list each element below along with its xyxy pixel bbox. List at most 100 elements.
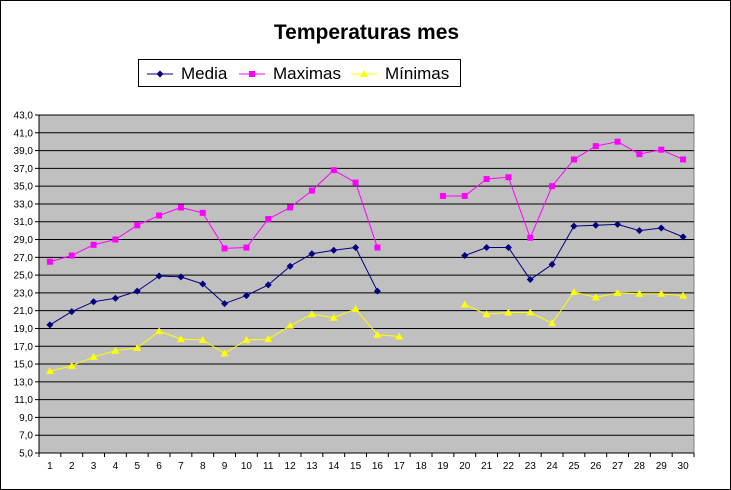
data-point-media bbox=[286, 262, 294, 270]
data-point-media bbox=[111, 294, 119, 302]
data-point-maximas bbox=[112, 236, 119, 243]
x-tick-label: 14 bbox=[328, 461, 340, 472]
data-point-minimas bbox=[242, 336, 251, 344]
series-line-maximas bbox=[246, 218, 269, 248]
series-line-minimas bbox=[551, 291, 575, 324]
series-line-minimas bbox=[377, 334, 400, 337]
series-line-maximas bbox=[617, 141, 640, 155]
x-tick-label: 24 bbox=[547, 461, 559, 472]
series-line-media bbox=[267, 265, 291, 286]
series-line-maximas bbox=[311, 169, 335, 191]
x-tick-label: 10 bbox=[241, 461, 253, 472]
data-point-minimas bbox=[155, 327, 164, 335]
series-line-maximas bbox=[551, 159, 575, 187]
data-point-minimas bbox=[395, 332, 404, 340]
series-line-maximas bbox=[661, 149, 684, 160]
x-tick-label: 16 bbox=[372, 461, 384, 472]
data-point-maximas bbox=[134, 222, 141, 229]
y-tick-label: 25,0 bbox=[14, 271, 34, 282]
series-line-media bbox=[551, 225, 575, 265]
legend-marker-minimas bbox=[351, 70, 377, 77]
series-line-maximas bbox=[180, 207, 203, 214]
data-point-maximas bbox=[483, 176, 490, 183]
y-tick-label: 37,0 bbox=[14, 164, 34, 175]
x-tick-label: 12 bbox=[285, 461, 297, 472]
x-tick-label: 8 bbox=[200, 461, 206, 472]
data-point-media bbox=[504, 244, 512, 252]
x-tick-label: 21 bbox=[481, 461, 493, 472]
series-line-maximas bbox=[529, 185, 553, 238]
y-tick-label: 19,0 bbox=[14, 324, 34, 335]
data-point-media bbox=[614, 220, 622, 228]
y-tick-label: 17,0 bbox=[14, 342, 34, 353]
x-tick-label: 13 bbox=[306, 461, 318, 472]
data-point-media bbox=[679, 233, 687, 241]
y-tick-label: 13,0 bbox=[14, 377, 34, 388]
data-point-media bbox=[68, 308, 76, 316]
series-line-media bbox=[639, 227, 662, 232]
y-tick-label: 7,0 bbox=[19, 431, 33, 442]
series-line-minimas bbox=[486, 311, 509, 315]
data-point-minimas bbox=[482, 310, 491, 318]
y-tick-label: 27,0 bbox=[14, 253, 34, 264]
data-point-media bbox=[308, 250, 316, 258]
x-tick-label: 18 bbox=[416, 461, 428, 472]
x-tick-label: 23 bbox=[525, 461, 537, 472]
data-point-maximas bbox=[330, 167, 337, 174]
data-point-maximas bbox=[549, 183, 556, 190]
x-tick-label: 25 bbox=[568, 461, 580, 472]
legend-label-maximas: Maximas bbox=[273, 64, 342, 83]
y-tick-label: 35,0 bbox=[14, 182, 34, 193]
data-point-minimas bbox=[286, 321, 295, 329]
data-point-minimas bbox=[569, 288, 578, 296]
legend-marker-maximas bbox=[239, 71, 265, 77]
data-point-maximas bbox=[308, 187, 315, 194]
data-point-maximas bbox=[658, 146, 665, 153]
series-line-minimas bbox=[289, 313, 313, 327]
series-line-media bbox=[159, 275, 181, 278]
legend-label-media: Media bbox=[181, 64, 228, 83]
series-line-maximas bbox=[333, 169, 356, 184]
series-line-media bbox=[333, 247, 356, 251]
legend-marker-media bbox=[147, 70, 173, 78]
series-line-minimas bbox=[202, 339, 225, 354]
series-line-maximas bbox=[49, 255, 72, 263]
data-point-maximas bbox=[505, 174, 512, 181]
data-point-minimas bbox=[548, 319, 557, 327]
data-point-maximas bbox=[199, 209, 206, 216]
data-point-media bbox=[177, 273, 185, 281]
data-point-minimas bbox=[591, 293, 600, 301]
series-line-media bbox=[355, 247, 378, 292]
x-tick-label: 5 bbox=[134, 461, 140, 472]
series-line-minimas bbox=[93, 350, 116, 358]
data-point-media bbox=[155, 272, 163, 280]
series-line-maximas bbox=[639, 149, 662, 155]
data-point-maximas bbox=[221, 245, 228, 252]
data-point-media bbox=[592, 221, 600, 229]
series-line-media bbox=[529, 264, 553, 280]
y-tick-label: 15,0 bbox=[14, 360, 34, 371]
series-line-minimas bbox=[71, 356, 94, 367]
series-line-minimas bbox=[355, 308, 378, 336]
series-line-media bbox=[246, 284, 269, 297]
data-point-minimas bbox=[351, 304, 360, 312]
x-tick-label: 7 bbox=[178, 461, 184, 472]
series-line-maximas bbox=[224, 247, 247, 249]
series-line-minimas bbox=[49, 365, 72, 372]
data-point-maximas bbox=[177, 204, 184, 211]
data-point-media bbox=[221, 300, 229, 308]
data-point-maximas bbox=[374, 244, 381, 251]
series-line-maximas bbox=[268, 207, 291, 220]
y-tick-label: 33,0 bbox=[14, 199, 34, 210]
series-line-maximas bbox=[202, 212, 226, 249]
x-tick-label: 17 bbox=[394, 461, 406, 472]
x-tick-label: 2 bbox=[69, 461, 75, 472]
series-line-minimas bbox=[246, 338, 269, 341]
series-line-minimas bbox=[180, 338, 203, 341]
y-tick-label: 9,0 bbox=[19, 413, 33, 424]
data-point-media bbox=[242, 292, 250, 300]
series-line-media bbox=[617, 223, 640, 232]
data-point-minimas bbox=[635, 289, 644, 297]
series-line-maximas bbox=[137, 215, 160, 226]
